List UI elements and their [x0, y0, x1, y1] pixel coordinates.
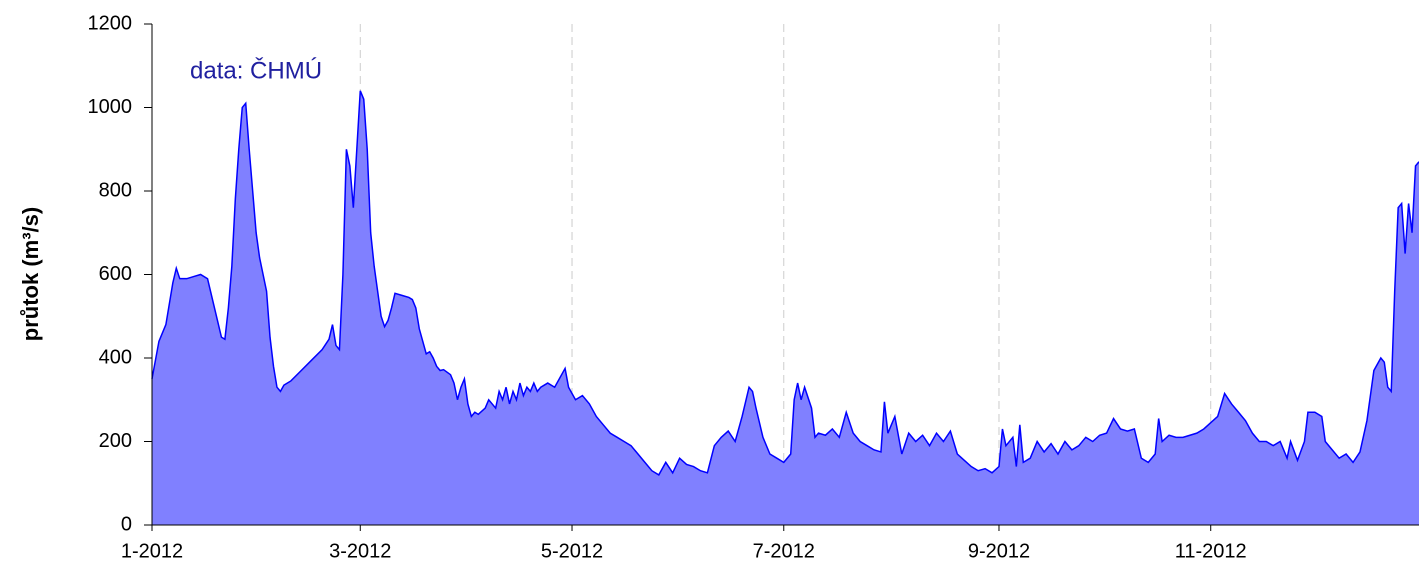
- line: [151, 90, 1419, 476]
- area: [152, 90, 1419, 526]
- annotation: data: ČHMÚ: [190, 56, 322, 84]
- x-tick-label: 9-2012: [968, 540, 1030, 562]
- y-tick-label: 1200: [88, 12, 133, 34]
- y-tick-label: 0: [121, 513, 132, 535]
- y-tick-label: 800: [99, 179, 132, 201]
- y-axis-label: průtok (m³/s): [18, 207, 43, 341]
- x-tick-label: 3-2012: [329, 540, 391, 562]
- y-tick-label: 400: [99, 346, 132, 368]
- x-tick-label: 11-2012: [1175, 540, 1247, 562]
- x-tick-label: 5-2012: [541, 540, 603, 562]
- y-tick-label: 600: [99, 263, 132, 285]
- y-tick-label: 200: [99, 430, 132, 452]
- y-tick-label: 1000: [88, 96, 133, 118]
- x-tick-label: 1-2012: [121, 540, 183, 562]
- x-tick-label: 7-2012: [753, 540, 815, 562]
